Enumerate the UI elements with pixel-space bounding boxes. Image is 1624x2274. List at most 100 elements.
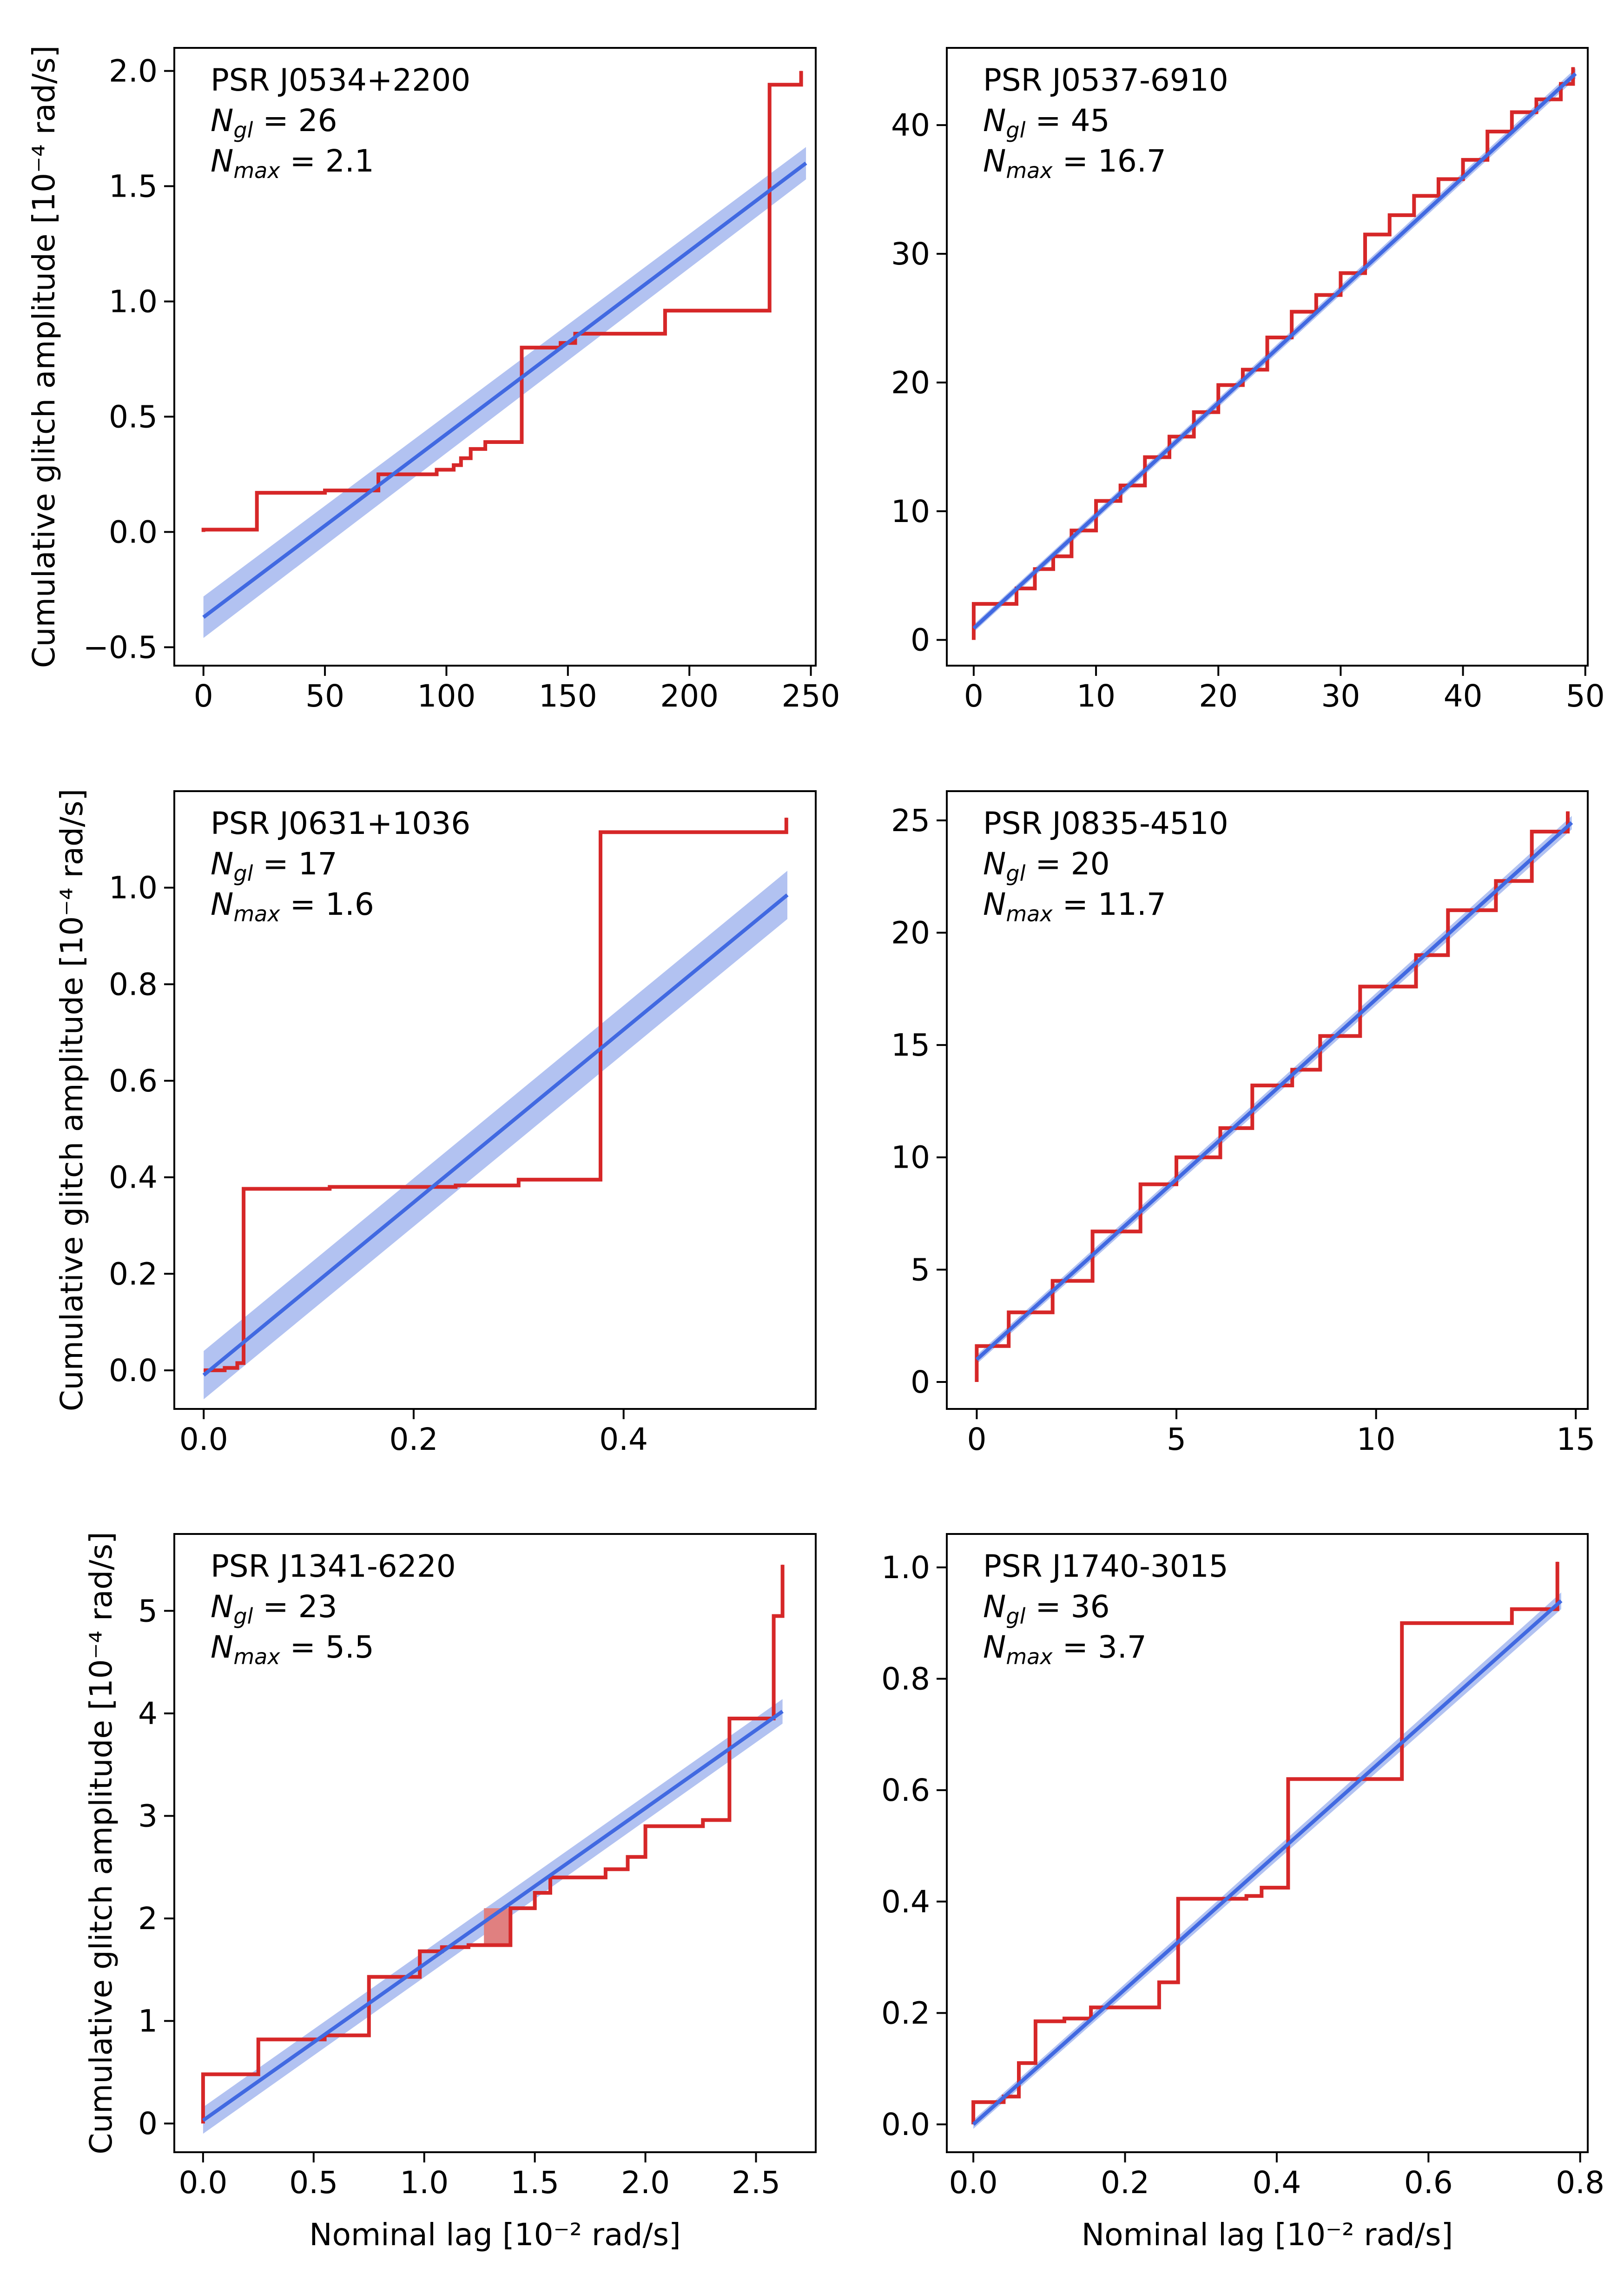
step-point bbox=[1035, 2021, 1036, 2022]
y-tick-label: 3 bbox=[138, 1798, 158, 1834]
y-tick-label: 1.5 bbox=[109, 169, 158, 205]
panel-title: PSR J0537-6910 bbox=[983, 62, 1228, 98]
y-tick-label: 0 bbox=[911, 1364, 930, 1400]
annotation-gl: Ngl = 36 bbox=[983, 1589, 1110, 1629]
y-tick-label: 0.2 bbox=[109, 1256, 158, 1292]
annotation-max: Nmax = 11.7 bbox=[983, 886, 1166, 926]
step-point bbox=[605, 1869, 606, 1870]
annotation-gl: Ngl = 45 bbox=[983, 103, 1110, 143]
plot-frame bbox=[946, 1533, 1589, 2153]
y-tick-label: 1.0 bbox=[109, 284, 158, 319]
step-point bbox=[1071, 530, 1072, 531]
y-tick-label: 5 bbox=[911, 1252, 930, 1288]
y-tick-label: 2.0 bbox=[109, 53, 158, 89]
x-tick-label: 0.0 bbox=[178, 2165, 227, 2201]
x-tick-label: 0.6 bbox=[1404, 2165, 1453, 2201]
x-tick-label: 20 bbox=[1199, 678, 1238, 714]
x-tick-label: 50 bbox=[1566, 678, 1605, 714]
plot-frame bbox=[946, 47, 1589, 667]
x-tick-label: 50 bbox=[305, 678, 344, 714]
annotation-max: Nmax = 1.6 bbox=[211, 886, 374, 926]
fit-line bbox=[202, 161, 807, 619]
annotation-gl: Ngl = 17 bbox=[211, 846, 337, 886]
plot-frame bbox=[173, 790, 817, 1410]
x-tick-label: 0.2 bbox=[1101, 2165, 1149, 2201]
plot-area bbox=[202, 817, 789, 1400]
x-tick-label: 200 bbox=[660, 678, 719, 714]
y-tick-label: 0.0 bbox=[881, 2107, 930, 2142]
x-tick-label: 0 bbox=[964, 678, 984, 714]
x-tick-label: 15 bbox=[1556, 1421, 1595, 1457]
panel-4: 0 5 10 15 0 5 10 15 20 25 PSR J0835-4510 Ngl = 20Nm… bbox=[891, 790, 1595, 1457]
y-tick-label: 5 bbox=[138, 1593, 158, 1629]
panel-6: 0.0 0.2 0.4 0.6 0.8 0.0 0.2 0.4 0.6 0.8 1.0 PSR J17… bbox=[881, 1533, 1604, 2253]
y-tick-label: 0.0 bbox=[109, 1353, 158, 1388]
plot-frame bbox=[946, 790, 1589, 1410]
y-tick-label: 2 bbox=[138, 1901, 158, 1937]
y-tick-label: 10 bbox=[891, 494, 930, 529]
plot-area bbox=[201, 1564, 785, 2134]
y-tick-label: 0.5 bbox=[109, 399, 158, 435]
step-point bbox=[378, 474, 379, 475]
annotation-gl: Ngl = 26 bbox=[211, 103, 337, 143]
annotation-gl: Ngl = 20 bbox=[983, 846, 1110, 886]
x-tick-label: 0 bbox=[967, 1421, 986, 1457]
panel-title: PSR J0534+2200 bbox=[211, 62, 470, 98]
plot-frame bbox=[173, 47, 817, 667]
y-tick-label: 0.6 bbox=[109, 1063, 158, 1099]
step-point bbox=[1092, 1231, 1093, 1232]
x-tick-label: 0.2 bbox=[389, 1421, 438, 1457]
x-tick-label: 100 bbox=[417, 678, 475, 714]
x-tick-label: 2.5 bbox=[732, 2165, 780, 2201]
annotation-max: Nmax = 5.5 bbox=[211, 1629, 374, 1669]
y-tick-label: 1.0 bbox=[109, 870, 158, 906]
y-tick-label: 0 bbox=[911, 622, 930, 658]
x-tick-label: 0.4 bbox=[1252, 2165, 1301, 2201]
x-tick-label: 0.0 bbox=[949, 2165, 998, 2201]
annotation-max: Nmax = 3.7 bbox=[983, 1629, 1147, 1669]
annotation-gl: Ngl = 23 bbox=[211, 1589, 337, 1629]
y-tick-label: 0 bbox=[138, 2106, 158, 2142]
x-tick-label: 5 bbox=[1167, 1421, 1186, 1457]
step-point bbox=[1365, 234, 1366, 235]
step-series-line bbox=[971, 1561, 1559, 2125]
y-axis-label: Cumulative glitch amplitude [10⁻⁴ rad/s] bbox=[26, 46, 62, 668]
y-tick-label: 1 bbox=[138, 2003, 158, 2039]
y-tick-label: 0.0 bbox=[109, 514, 158, 550]
step-point bbox=[1252, 1085, 1253, 1086]
y-tick-label: 4 bbox=[138, 1696, 158, 1732]
panel-1: 0 50 100 150 200 250 −0.5 0.0 0.5 1.0 1.5 2.0 PSR J0… bbox=[26, 46, 840, 714]
annotation-max: Nmax = 2.1 bbox=[211, 143, 374, 183]
y-tick-label: 1.0 bbox=[881, 1550, 930, 1586]
x-tick-label: 30 bbox=[1321, 678, 1360, 714]
step-point bbox=[1267, 337, 1268, 338]
annotation-max: Nmax = 16.7 bbox=[983, 143, 1166, 183]
x-tick-label: 0.0 bbox=[179, 1421, 228, 1457]
y-tick-label: 0.8 bbox=[109, 966, 158, 1002]
panel-title: PSR J0631+1036 bbox=[211, 806, 470, 841]
step-point bbox=[1120, 485, 1121, 486]
x-tick-label: 40 bbox=[1444, 678, 1483, 714]
y-axis-label: Cumulative glitch amplitude [10⁻⁴ rad/s] bbox=[54, 789, 90, 1412]
panel-3: 0.0 0.2 0.4 0.0 0.2 0.4 0.6 0.8 1.0 PSR J0631+103… bbox=[54, 789, 817, 1457]
plot-area bbox=[971, 1561, 1563, 2129]
fit-line bbox=[972, 1599, 1563, 2126]
y-tick-label: 20 bbox=[891, 915, 930, 951]
y-tick-label: 0.2 bbox=[881, 1995, 930, 2031]
step-point bbox=[1557, 1561, 1558, 1562]
plot-area bbox=[971, 67, 1577, 640]
plot-area bbox=[975, 811, 1573, 1382]
step-point bbox=[485, 442, 486, 443]
step-point bbox=[1261, 1887, 1262, 1888]
step-series-line bbox=[971, 67, 1575, 640]
step-series-line bbox=[201, 1565, 785, 2124]
x-tick-label: 0.5 bbox=[289, 2165, 338, 2201]
panel-title: PSR J1341-6220 bbox=[211, 1548, 456, 1584]
step-point bbox=[1064, 2018, 1065, 2019]
x-tick-label: 150 bbox=[539, 678, 597, 714]
step-point bbox=[518, 1179, 519, 1180]
step-point bbox=[510, 1908, 511, 1909]
x-tick-label: 1.0 bbox=[400, 2165, 449, 2201]
y-tick-label: 30 bbox=[891, 236, 930, 272]
